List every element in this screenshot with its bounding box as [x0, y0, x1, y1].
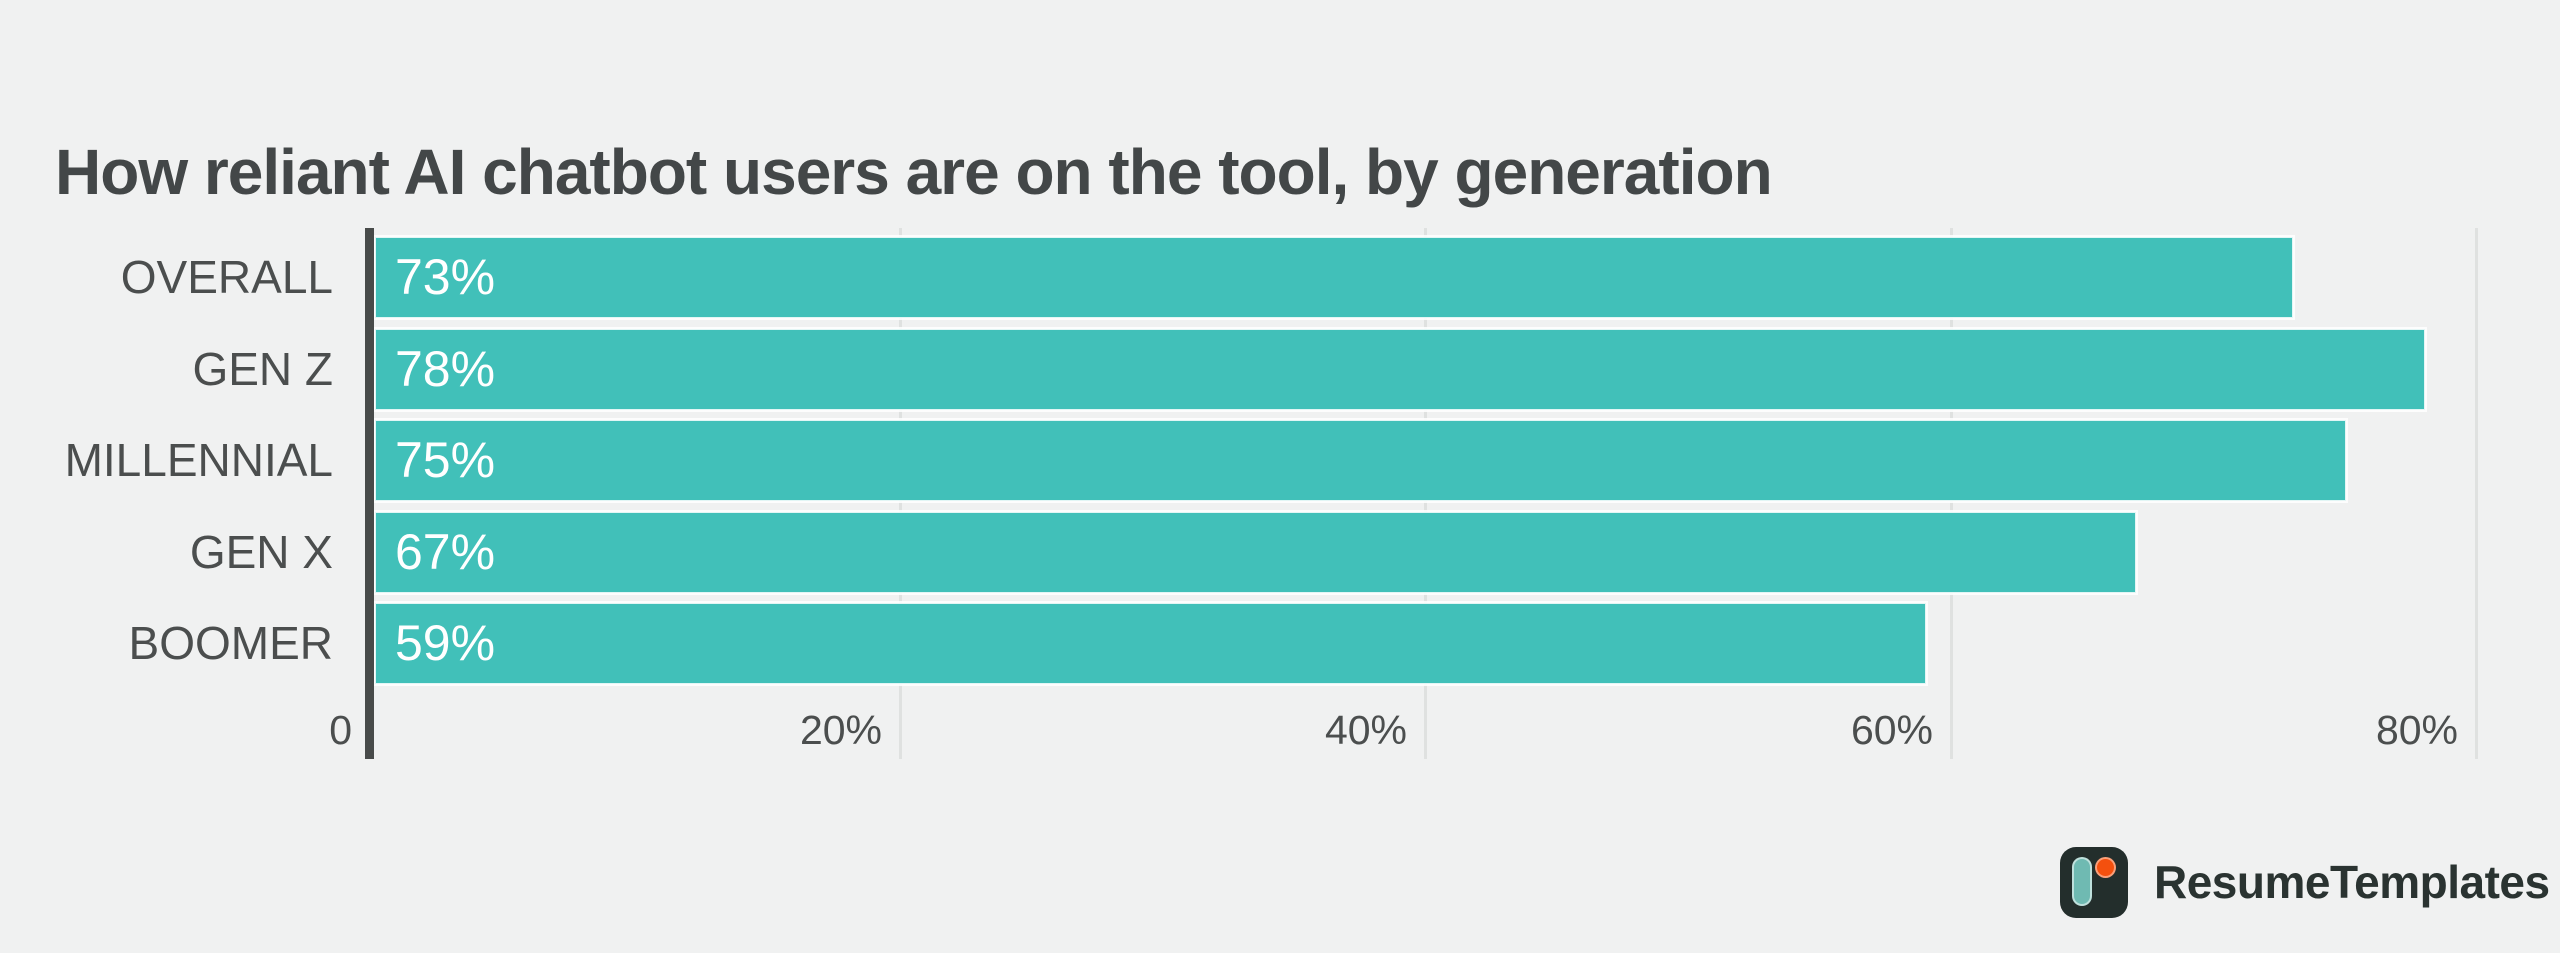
bar-value-gen-x: 67%: [395, 524, 496, 580]
logo-wordmark: ResumeTemplates: [2154, 856, 2550, 908]
category-label-overall: OVERALL: [120, 251, 333, 303]
bar-overall: [373, 235, 2295, 320]
x-tick-label-20: 20%: [799, 707, 882, 753]
chart-title: How reliant AI chatbot users are on the …: [55, 135, 1773, 208]
category-label-gen-x: GEN X: [189, 526, 333, 578]
bar-value-millennial: 75%: [395, 432, 496, 488]
x-tick-label-60: 60%: [1850, 707, 1933, 753]
resumetemplates-mark-icon: [2060, 847, 2128, 918]
x-tick-label-40: 40%: [1324, 707, 1407, 753]
logo-pill-shape: [2072, 857, 2092, 906]
x-tick-label-80: 80%: [2375, 707, 2458, 753]
category-label-millennial: MILLENNIAL: [64, 434, 333, 486]
x-tick-label-0: 0: [329, 707, 352, 753]
bar-value-boomer: 59%: [395, 615, 496, 671]
bar-millennial: [373, 418, 2348, 503]
y-axis-line: [365, 228, 374, 759]
bar-gen-x: [373, 510, 2138, 595]
gridline-80: [2475, 228, 2478, 759]
logo-dot-shape: [2095, 857, 2116, 878]
bar-value-gen-z: 78%: [395, 341, 496, 397]
bar-gen-z: [373, 327, 2427, 412]
category-label-boomer: BOOMER: [128, 617, 333, 669]
category-label-gen-z: GEN Z: [192, 343, 333, 395]
bar-value-overall: 73%: [395, 249, 496, 305]
bar-boomer: [373, 601, 1928, 686]
